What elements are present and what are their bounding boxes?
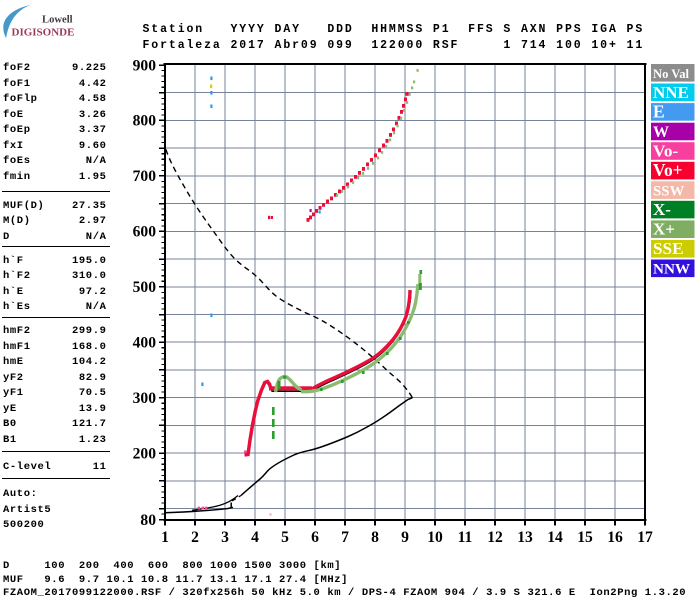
svg-text:W: W: [653, 124, 669, 141]
svg-text:6: 6: [311, 529, 319, 546]
svg-text:Vo-: Vo-: [653, 141, 678, 160]
svg-text:900: 900: [133, 57, 157, 74]
svg-text:15: 15: [577, 529, 593, 546]
svg-text:9: 9: [401, 529, 409, 546]
svg-text:80: 80: [140, 512, 156, 529]
svg-text:13: 13: [517, 529, 533, 546]
svg-text:Lowell: Lowell: [42, 15, 73, 26]
svg-text:5: 5: [281, 529, 289, 546]
svg-text:SSW: SSW: [653, 184, 684, 200]
svg-text:No Val: No Val: [653, 67, 690, 81]
svg-text:12: 12: [487, 529, 503, 546]
svg-text:17: 17: [637, 529, 653, 546]
svg-text:NNE: NNE: [653, 83, 689, 102]
svg-text:4: 4: [251, 529, 259, 546]
svg-text:300: 300: [133, 390, 157, 407]
svg-text:600: 600: [133, 224, 157, 241]
svg-text:10: 10: [427, 529, 443, 546]
svg-text:X+: X+: [653, 220, 675, 239]
svg-text:3: 3: [221, 529, 229, 546]
svg-text:NNW: NNW: [653, 261, 690, 278]
svg-text:SSE: SSE: [653, 239, 684, 258]
svg-text:7: 7: [341, 529, 349, 546]
svg-text:11: 11: [458, 529, 473, 546]
svg-text:14: 14: [547, 529, 563, 546]
svg-text:X-: X-: [653, 200, 671, 219]
svg-text:700: 700: [133, 168, 157, 185]
svg-text:2: 2: [191, 529, 199, 546]
svg-text:500: 500: [133, 279, 157, 296]
svg-text:200: 200: [133, 445, 157, 462]
svg-text:16: 16: [607, 529, 623, 546]
svg-text:800: 800: [133, 113, 157, 130]
svg-text:Vo+: Vo+: [653, 160, 683, 180]
svg-text:DIGISONDE: DIGISONDE: [12, 26, 75, 38]
svg-text:E: E: [653, 101, 665, 121]
svg-text:400: 400: [133, 335, 157, 352]
svg-text:8: 8: [371, 529, 379, 546]
svg-text:1: 1: [161, 529, 169, 546]
